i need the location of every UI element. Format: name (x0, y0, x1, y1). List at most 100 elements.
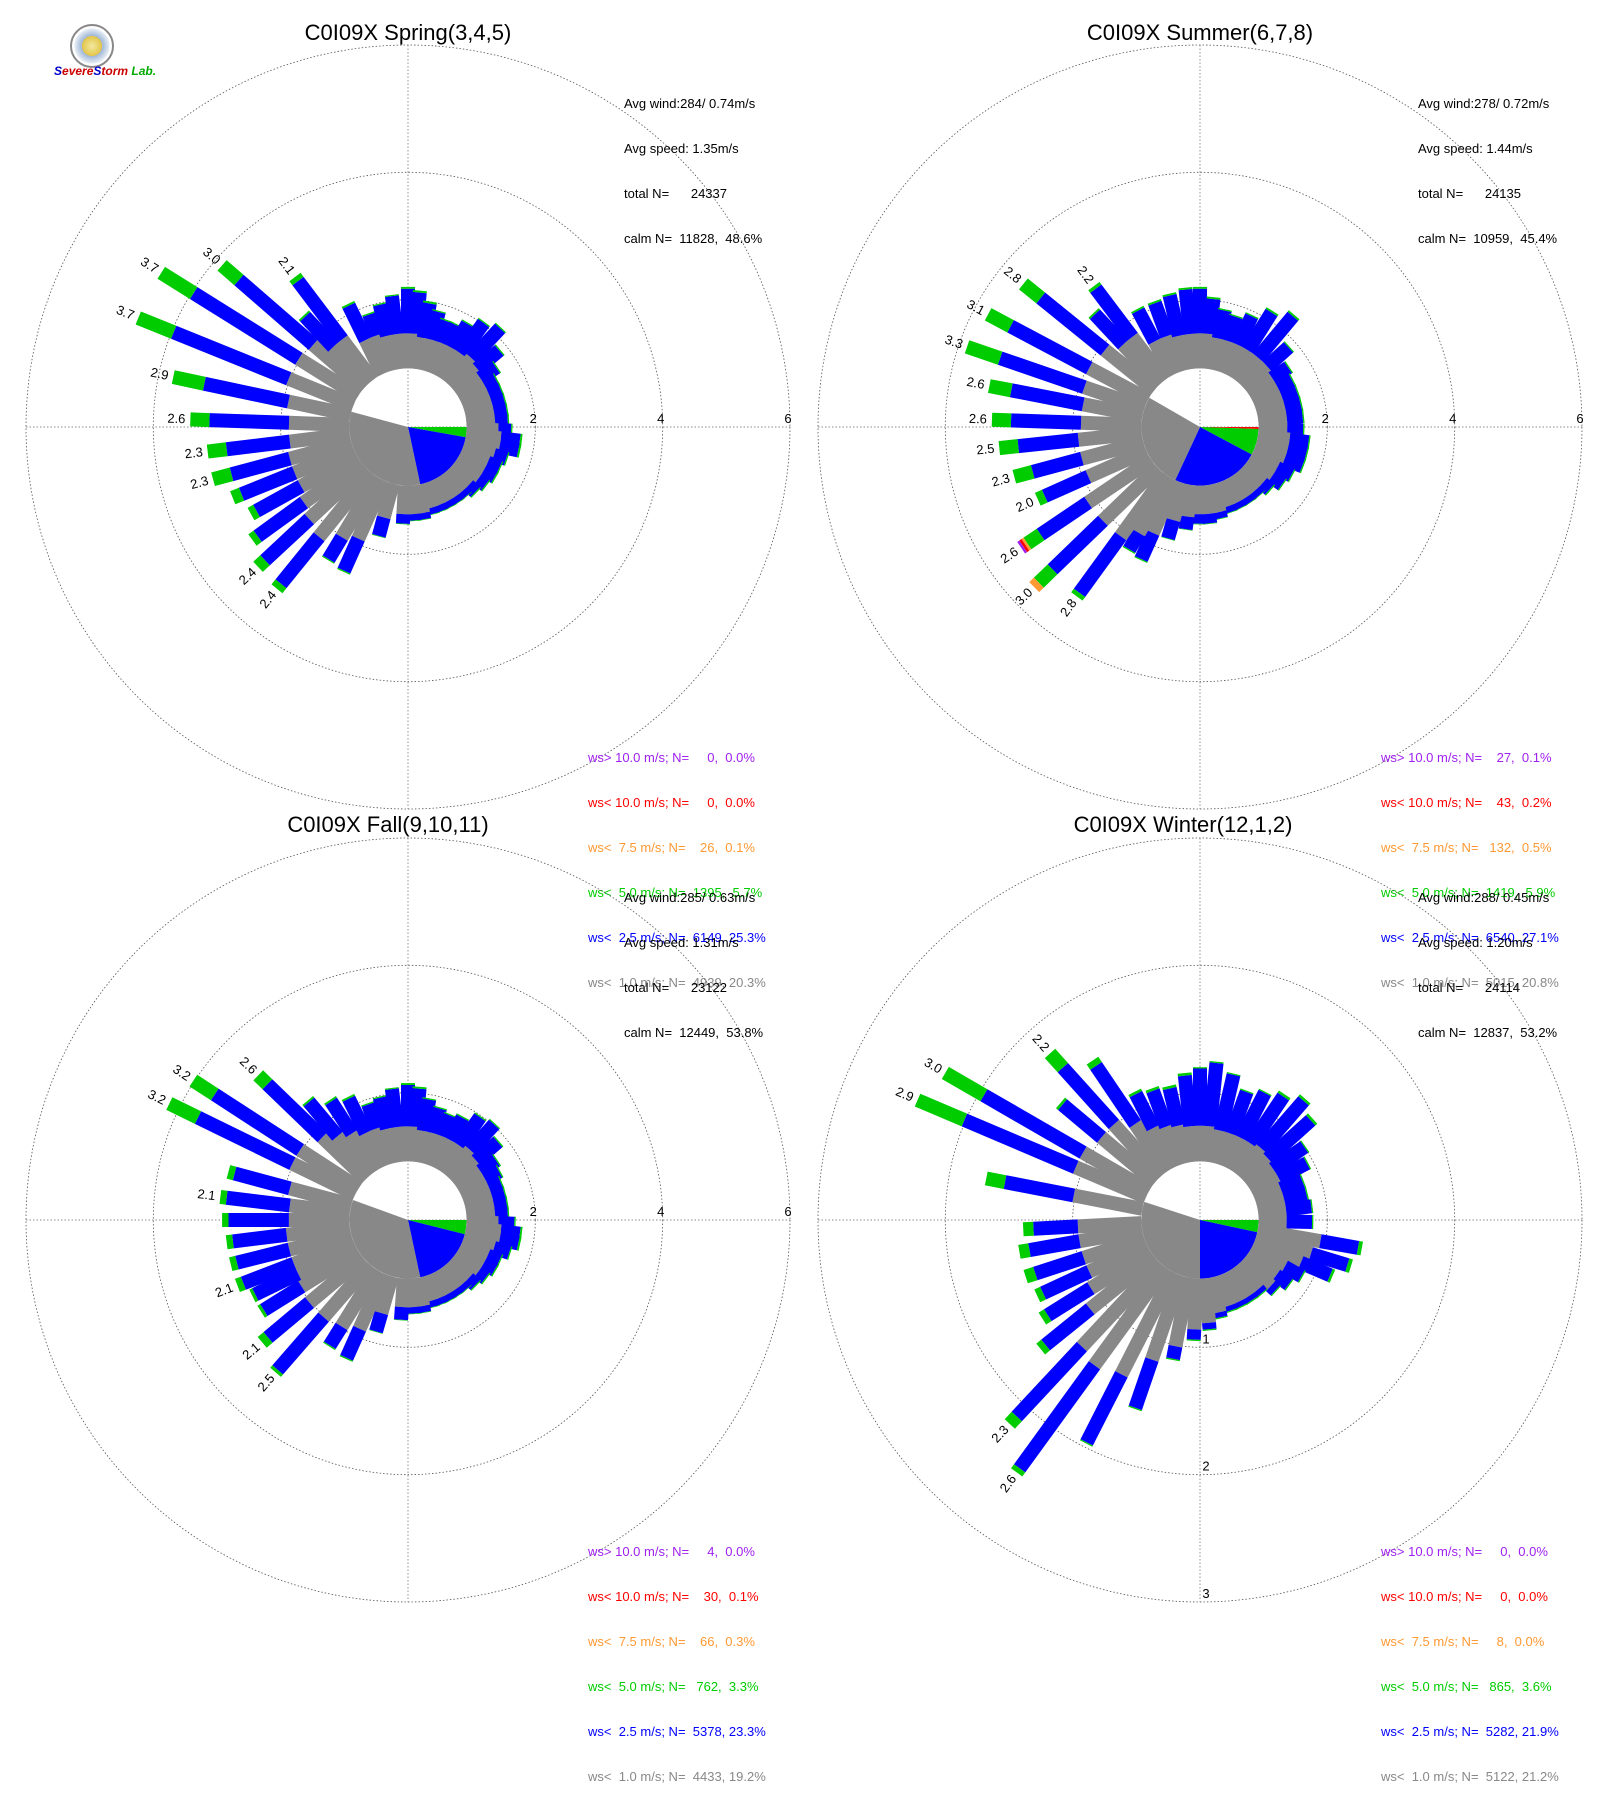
wind-bar-segment (1100, 344, 1159, 396)
wind-bar-segment (1036, 496, 1092, 541)
wind-bar-segment (481, 479, 491, 492)
wind-bar-segment (1243, 1248, 1281, 1281)
wind-bar-segment (507, 413, 510, 427)
wind-bar-segment (1272, 1269, 1293, 1290)
wind-bar-segment (1256, 1288, 1268, 1299)
wind-bar-segment (1191, 514, 1206, 524)
wind-bar-segment (1080, 1371, 1128, 1446)
panel-stats: Avg wind:284/ 0.74m/s Avg speed: 1.35m/s… (624, 66, 762, 276)
wind-bar-segment (1224, 1308, 1239, 1314)
wind-bar-segment (225, 1190, 291, 1213)
wind-bar-segment (1327, 1268, 1336, 1283)
wind-bar-segment (991, 412, 1012, 428)
wind-bar-segment (439, 321, 462, 348)
wind-bar-segment (1161, 536, 1175, 541)
wind-bar-segment (1256, 1096, 1309, 1154)
wind-bar-segment (1283, 341, 1295, 353)
wind-bar-segment (340, 1325, 366, 1361)
wind-bar-segment (1029, 577, 1044, 593)
wind-bar-segment (1079, 1439, 1093, 1447)
wind-bar-segment (1286, 409, 1304, 425)
wind-bar-segment (1166, 1344, 1183, 1361)
wind-bar-segment (1234, 504, 1248, 512)
legend-ws-lt-5: ws< 5.0 m/s; N= 762, 3.3% (588, 1679, 759, 1694)
wind-bar-segment (507, 1206, 510, 1220)
wind-bar-segment (1240, 1088, 1254, 1095)
wind-bar-segment (317, 1132, 371, 1185)
wind-bar-segment (429, 1136, 457, 1172)
wind-bar-segment (455, 1243, 487, 1270)
windrose-spring-chart: 2 4 63.73.7 3.0 2.12.92.62.32.32.42.4 (25, 44, 792, 810)
wind-bar-segment (228, 1213, 289, 1227)
wind-bar-segment (412, 290, 427, 294)
stat-avg-wind: Avg wind:284/ 0.74m/s (624, 96, 756, 111)
bar-value-label: 2.1 (213, 1280, 235, 1300)
wind-bar-segment (1262, 342, 1294, 372)
wind-bar-segment (455, 318, 490, 358)
wind-bar-segment (226, 1165, 237, 1181)
bar-value-label: 2.2 (1029, 1031, 1052, 1054)
wind-bar-segment (1263, 1115, 1316, 1164)
wind-bar-segment (1077, 1216, 1142, 1234)
wind-bar-segment (1235, 1089, 1271, 1142)
wind-bar-segment (1023, 528, 1045, 550)
wind-bar-segment (1090, 284, 1138, 342)
legend-ws-lt-2-5: ws< 2.5 m/s; N= 6540, 27.1% (1381, 930, 1559, 945)
wind-bar-segment (1132, 474, 1177, 537)
wind-bar-segment (1265, 307, 1279, 317)
wind-bar-segment (342, 302, 372, 344)
wind-bar-segment (1303, 1156, 1312, 1170)
wind-bar-segment (353, 1270, 391, 1332)
wind-bar-segment (166, 1097, 202, 1124)
wind-bar-segment (332, 1131, 376, 1180)
wind-bar-segment (372, 1095, 387, 1100)
ring-label: 2 (530, 411, 537, 426)
bar-value-label: 3.1 (964, 296, 987, 318)
wind-bar-segment (1251, 1236, 1304, 1270)
wind-bar-segment (1022, 1221, 1034, 1237)
wind-bar-segment (372, 515, 391, 538)
wind-bar-segment (304, 461, 370, 525)
wind-bar-segment (474, 1112, 487, 1122)
wind-bar-segment (1225, 346, 1254, 381)
wind-bar-segment (1036, 292, 1110, 356)
wind-bar-segment (362, 310, 376, 317)
wind-bar-segment (1162, 1084, 1177, 1091)
wind-bar-segment (219, 1190, 228, 1205)
stat-avg-wind: Avg wind:278/ 0.72m/s (1418, 96, 1550, 111)
wind-bar-segment (431, 345, 460, 380)
wind-bar-segment (1030, 451, 1084, 479)
wind-bar-segment (171, 370, 206, 391)
wind-bar-segment (401, 1083, 415, 1085)
wind-bar-segment (270, 1365, 283, 1377)
bar-value-label: 2.3 (184, 444, 204, 461)
calm-slice (408, 427, 466, 485)
wind-bar-segment (235, 1242, 292, 1270)
wind-bar-segment (1300, 1140, 1310, 1153)
lab-logo-wordmark: SevereStorm Lab. (54, 64, 157, 78)
wind-bar-segment (308, 339, 369, 394)
wind-bar-segment (209, 413, 290, 430)
wind-bar-segment (401, 286, 415, 289)
wind-bar-segment (335, 473, 384, 541)
legend-ws-lt-1: ws< 1.0 m/s; N= 4939, 20.3% (588, 975, 766, 990)
panel-title: C0I09X Summer(6,7,8) (1086, 20, 1314, 45)
wind-bar-segment (1088, 308, 1100, 320)
legend-ws-lt-2-5: ws< 2.5 m/s; N= 5378, 23.3% (588, 1724, 766, 1739)
wind-bar-segment (1085, 1251, 1159, 1315)
wind-bar-segment (389, 1126, 408, 1163)
wind-bar-segment (1087, 1245, 1154, 1295)
wind-bar-segment (1115, 1269, 1180, 1378)
wind-bar-segment (253, 496, 309, 542)
panel-stats: Avg wind:288/ 0.45m/s Avg speed: 1.20m/s… (1418, 860, 1557, 1070)
stat-calm-n: calm N= 12837, 53.2% (1418, 1025, 1558, 1040)
wind-bar-segment (1071, 588, 1086, 601)
stat-avg-wind: Avg wind:288/ 0.45m/s (1418, 890, 1550, 905)
wind-bar-segment (1086, 361, 1152, 406)
wind-bar-segment (373, 303, 394, 338)
wind-bar-segment (263, 1297, 314, 1343)
wind-bar-segment (1007, 320, 1093, 375)
wind-bar-segment (988, 379, 1013, 398)
wind-bar-segment (189, 287, 303, 365)
wind-bar-segment (1264, 484, 1276, 496)
